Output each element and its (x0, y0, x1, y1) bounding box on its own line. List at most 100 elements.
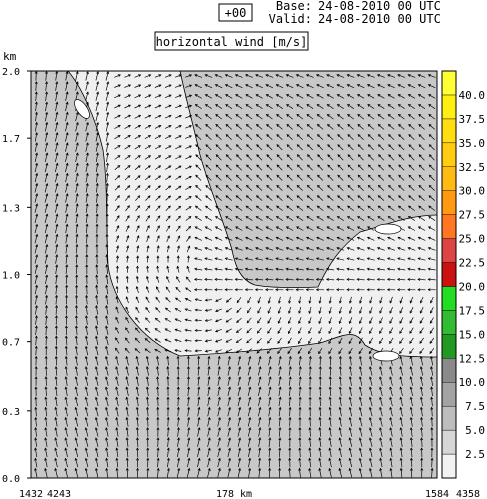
wind-vector (421, 437, 423, 447)
wind-vector-head (74, 345, 78, 349)
wind-vector-head (166, 437, 170, 441)
wind-vector-head (285, 74, 289, 77)
wind-vector (276, 104, 283, 109)
wind-vector (146, 407, 149, 417)
wind-vector (106, 275, 109, 285)
wind-vector (236, 297, 242, 303)
wind-vector-head (44, 325, 48, 329)
wind-vector-head (164, 318, 168, 321)
wind-vector (34, 193, 38, 203)
wind-vector-head (64, 365, 68, 370)
wind-vector (379, 387, 383, 396)
wind-vector (339, 317, 343, 324)
wind-vector-head (105, 376, 108, 380)
wind-vector (96, 183, 98, 193)
wind-vector-head (137, 205, 140, 209)
wind-vector-head (258, 416, 262, 421)
wind-vector (246, 174, 253, 181)
wind-vector-head (194, 298, 198, 302)
wind-vector (135, 307, 140, 314)
wind-vector (277, 327, 282, 334)
wind-vector-head (398, 174, 402, 178)
wind-vector-head (409, 457, 413, 461)
wind-vector (319, 437, 322, 447)
wind-vector-head (308, 386, 312, 390)
wind-vector-head (427, 236, 431, 240)
wind-vector (378, 144, 385, 151)
wind-vector-head (408, 174, 412, 178)
wind-vector (34, 163, 38, 173)
wind-vector (55, 417, 58, 427)
wind-vector-head (407, 94, 411, 97)
wind-vector (235, 195, 243, 201)
wind-vector-head (276, 124, 280, 127)
wind-vector (85, 346, 89, 356)
wind-vector-head (347, 134, 351, 138)
wind-vector (377, 216, 385, 221)
wind-vector (329, 458, 332, 468)
wind-vector-head (177, 235, 181, 239)
wind-vector-head (305, 288, 309, 292)
wind-vector (296, 84, 304, 89)
wind-vector (235, 124, 243, 130)
wind-vector (327, 134, 334, 140)
wind-vector (339, 458, 342, 468)
wind-vector (65, 173, 68, 183)
wind-vector-head (397, 104, 401, 107)
wind-vector-head (218, 437, 221, 441)
wind-vector (217, 366, 220, 376)
wind-vector (144, 125, 151, 129)
wind-vector-head (419, 355, 423, 360)
wind-vector (146, 286, 150, 293)
wind-vector-head (55, 193, 59, 197)
wind-vector-head (34, 355, 38, 359)
wind-vector-head (65, 243, 69, 248)
wind-vector-head (278, 366, 282, 370)
wind-vector-head (187, 447, 191, 451)
wind-vector (378, 195, 385, 201)
wind-vector-head (126, 235, 130, 239)
wind-vector-head (178, 125, 182, 128)
wind-vector-head (236, 320, 240, 324)
wind-vector (247, 387, 251, 396)
wind-vector-head (245, 195, 249, 199)
wind-vector (44, 468, 48, 478)
wind-vector-head (278, 386, 282, 390)
wind-vector (114, 185, 120, 191)
wind-vector (185, 226, 191, 232)
wind-vector (136, 276, 139, 283)
wind-vector (136, 255, 139, 263)
wind-vector (327, 216, 334, 221)
wind-vector-head (278, 355, 282, 360)
wind-vector (296, 114, 304, 120)
wind-vector-head (317, 144, 320, 148)
wind-vector (236, 134, 243, 140)
wind-vector-head (157, 185, 161, 189)
wind-vector-head (338, 351, 342, 355)
wind-vector-head (419, 350, 423, 354)
wind-vector-head (318, 330, 322, 335)
wind-vector-head (64, 355, 68, 359)
wind-vector (124, 185, 130, 191)
wind-vector (185, 186, 192, 190)
wind-vector-head (265, 74, 269, 77)
wind-vector-head (184, 328, 188, 332)
wind-vector (146, 276, 149, 283)
wind-vector (105, 92, 109, 101)
wind-vector-head (34, 426, 38, 431)
wind-vector-head (348, 437, 352, 441)
wind-vector-head (175, 286, 179, 290)
wind-vector-head (317, 164, 321, 168)
wind-vector (157, 376, 159, 386)
wind-vector (144, 94, 151, 99)
wind-vector-head (164, 348, 168, 352)
wind-vector (115, 347, 120, 354)
wind-vector-head (197, 355, 201, 359)
wind-vector-head (176, 355, 180, 359)
wind-vector (326, 257, 335, 261)
wind-vector (75, 214, 78, 224)
wind-vector-head (156, 457, 160, 461)
wind-vector (54, 183, 58, 193)
wind-vector-head (318, 416, 322, 420)
wind-vector (215, 164, 222, 171)
